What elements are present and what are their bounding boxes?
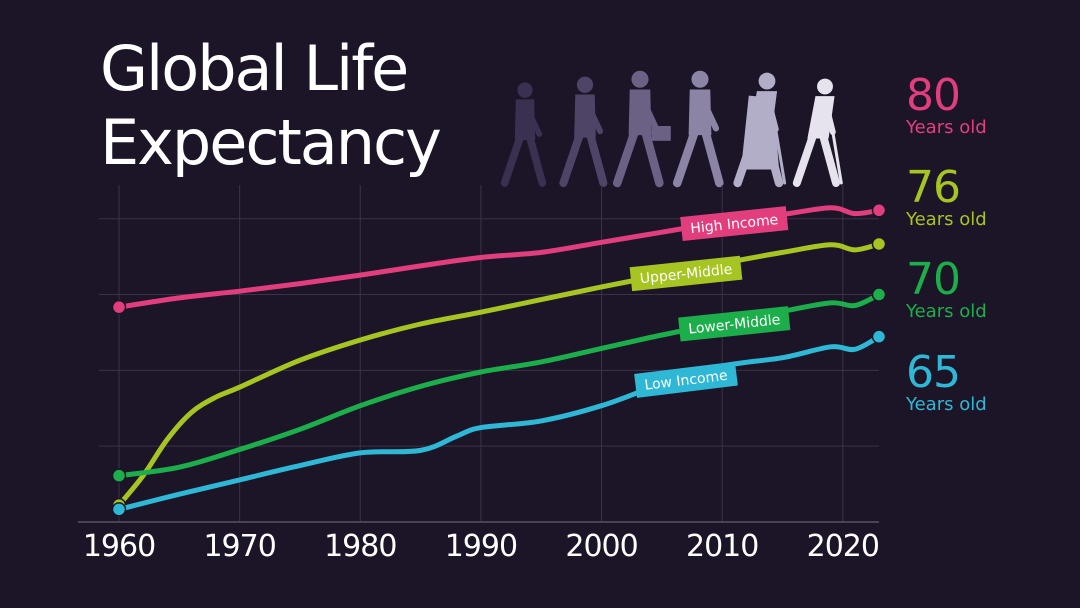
- end-value: 80: [906, 70, 961, 121]
- person-leg: [526, 134, 547, 187]
- x-tick-label: 1970: [203, 529, 275, 564]
- person-leg: [819, 132, 840, 187]
- person-head: [576, 76, 594, 93]
- walking-person-icon: [733, 72, 787, 188]
- x-tick-label: 2000: [565, 529, 637, 564]
- person-leg: [559, 131, 584, 188]
- end-unit: Years old: [906, 209, 987, 230]
- briefcase-icon: [651, 126, 671, 141]
- person-head: [517, 82, 533, 98]
- x-tick-label: 2010: [686, 529, 758, 564]
- end-label-lower-middle: 70 Years old: [906, 258, 987, 321]
- x-tick-label: 1990: [445, 529, 517, 564]
- person-head: [758, 72, 776, 90]
- end-value: 70: [906, 254, 961, 305]
- person-head: [817, 78, 833, 95]
- person-leg: [701, 128, 724, 188]
- end-unit: Years old: [906, 301, 987, 322]
- series-tag-lower-middle: Lower-Middle: [678, 306, 791, 342]
- person-leg: [672, 128, 699, 188]
- person-head: [631, 70, 649, 88]
- person-leg: [641, 128, 664, 188]
- x-tick-label: 1980: [324, 529, 396, 564]
- series-end-point-upper-middle: [871, 236, 887, 252]
- person-coat: [740, 95, 780, 170]
- grid: [78, 185, 879, 523]
- walking-cane-icon: [831, 130, 843, 185]
- person-head: [691, 70, 709, 88]
- end-value: 65: [906, 347, 961, 398]
- series-line-upper-middle: [116, 241, 882, 508]
- walking-person-icon: [612, 70, 671, 188]
- series-start-point-low-income: [111, 502, 127, 517]
- series-line-high-income: [116, 205, 882, 310]
- aging-silhouettes-icon: [500, 70, 843, 188]
- walking-person-icon: [500, 82, 547, 187]
- end-label-low-income: 65 Years old: [906, 351, 987, 414]
- walking-person-icon: [559, 76, 608, 188]
- series-tag-upper-middle: Upper-Middle: [629, 255, 743, 292]
- person-leg: [500, 134, 524, 187]
- person-leg: [612, 128, 639, 188]
- walking-person-icon: [792, 78, 843, 187]
- walking-cane-icon: [774, 127, 787, 185]
- series-tag-high-income: High Income: [680, 206, 789, 242]
- end-unit: Years old: [906, 117, 987, 138]
- end-label-high-income: 80 Years old: [906, 74, 987, 137]
- end-unit: Years old: [906, 394, 987, 415]
- series-line-lower-middle: [116, 292, 882, 479]
- chart-title-line-1: Global Life: [100, 32, 409, 105]
- series-start-point-lower-middle: [111, 468, 127, 483]
- series-tags: High Income Upper-Middle Lower-Middle Low I…: [629, 206, 791, 398]
- person-arm: [822, 97, 836, 136]
- series-start-point-high-income: [111, 299, 127, 315]
- series-line-low-income: [116, 334, 882, 512]
- x-tick-label: 1960: [83, 529, 155, 564]
- series-tag-box: [678, 306, 791, 342]
- person-leg: [792, 132, 817, 187]
- walking-person-icon: [672, 70, 724, 188]
- person-arm: [522, 100, 543, 137]
- chart-title-line-2: Expectancy: [100, 106, 442, 179]
- series-tag-box: [634, 361, 738, 398]
- series-end-point-low-income: [871, 329, 887, 344]
- end-label-upper-middle: 76 Years old: [906, 166, 987, 229]
- series-lines: [111, 203, 887, 517]
- person-arm: [636, 90, 660, 132]
- series-end-point-lower-middle: [871, 287, 887, 302]
- series-tag-box: [629, 255, 743, 292]
- series-tag-low-income: Low Income: [634, 361, 738, 398]
- series-tag-box: [680, 206, 789, 242]
- person-arm: [696, 90, 720, 132]
- x-axis: 1960 1970 1980 1990 2000 2010 2020: [83, 529, 880, 564]
- person-arm: [582, 95, 604, 135]
- end-value: 76: [906, 162, 961, 213]
- person-leg: [586, 131, 608, 188]
- series-end-point-high-income: [871, 203, 887, 218]
- x-tick-label: 2020: [807, 529, 879, 564]
